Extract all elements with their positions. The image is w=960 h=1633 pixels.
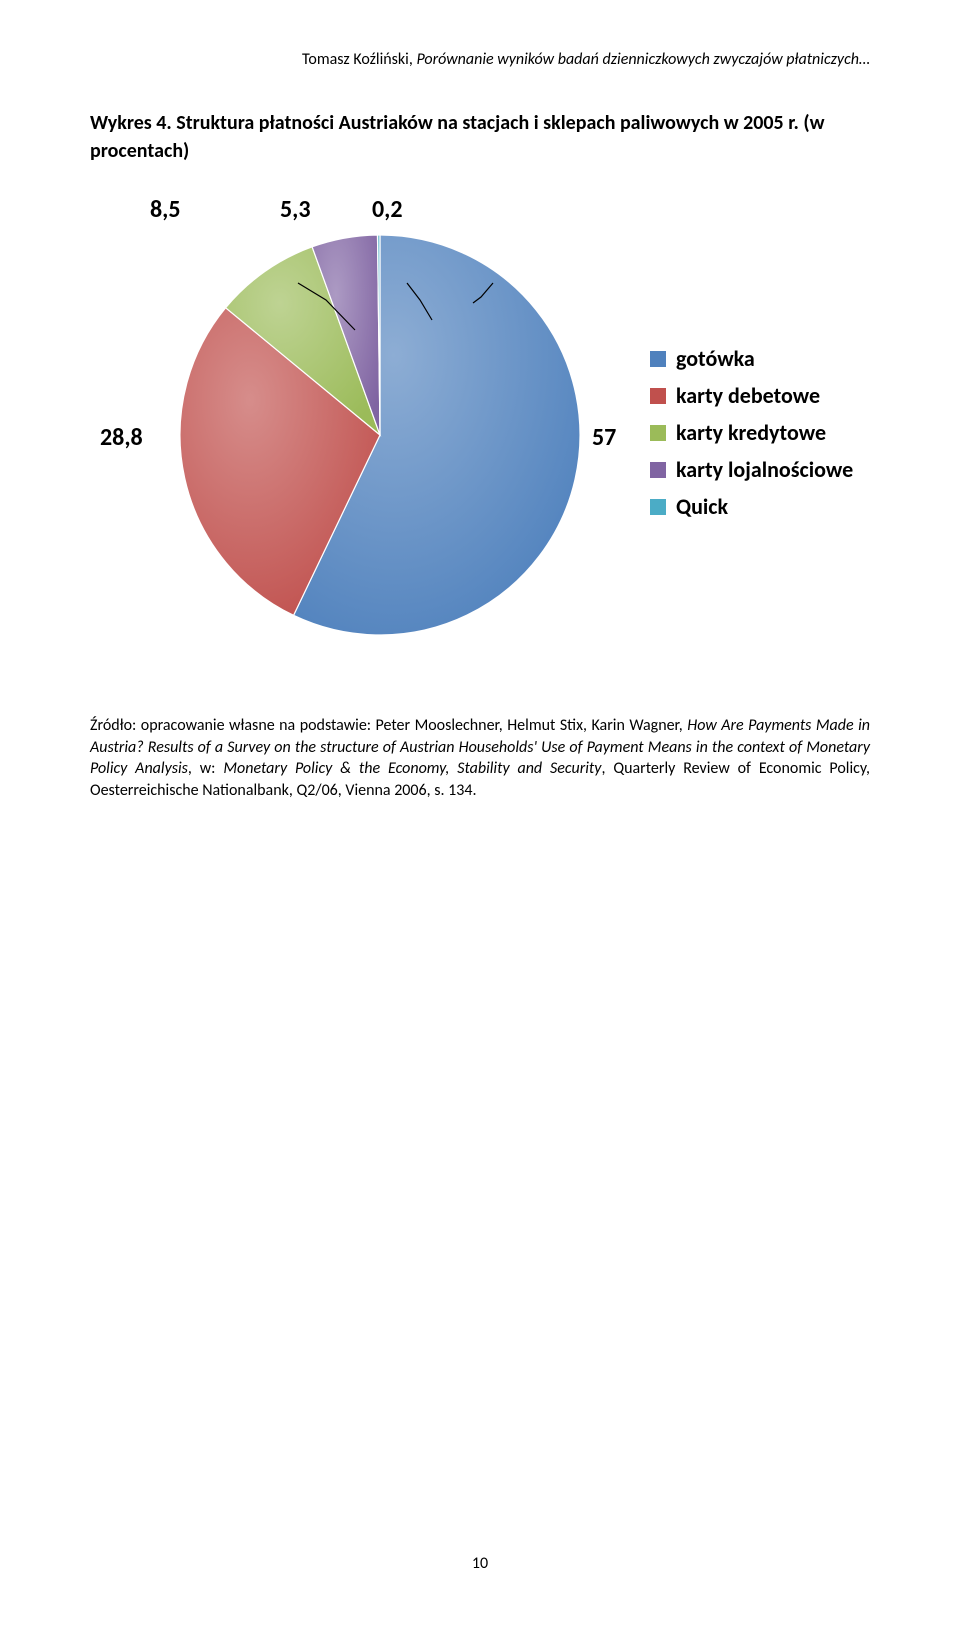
- header-title: Porównanie wyników badań dzienniczkowych…: [416, 50, 870, 69]
- legend-swatch-1: [650, 388, 666, 404]
- legend-label-4: Quick: [676, 493, 728, 520]
- data-label-2: 8,5: [150, 195, 181, 224]
- source-italic-2: Monetary Policy & the Economy, Stability…: [223, 759, 601, 778]
- page-number: 10: [0, 1554, 960, 1573]
- legend-label-1: karty debetowe: [676, 382, 820, 409]
- source-paragraph: Źródło: opracowanie własne na podstawie:…: [90, 715, 870, 801]
- legend-swatch-4: [650, 499, 666, 515]
- data-label-3: 5,3: [280, 195, 311, 224]
- legend-row-4: Quick: [650, 493, 853, 520]
- legend-row-2: karty kredytowe: [650, 419, 853, 446]
- legend-label-0: gotówka: [676, 345, 755, 372]
- legend-row-3: karty lojalnościowe: [650, 456, 853, 483]
- header-author: Tomasz Koźliński,: [302, 50, 416, 69]
- legend: gotówka karty debetowe karty kredytowe kart…: [650, 345, 853, 530]
- legend-label-3: karty lojalnościowe: [676, 456, 853, 483]
- source-mid: , w:: [188, 759, 223, 778]
- legend-swatch-2: [650, 425, 666, 441]
- data-label-4: 0,2: [372, 195, 403, 224]
- chart-caption: Wykres 4. Struktura płatności Austriaków…: [90, 109, 870, 165]
- legend-row-0: gotówka: [650, 345, 853, 372]
- running-header: Tomasz Koźliński, Porównanie wyników bad…: [90, 50, 870, 69]
- source-prefix: Źródło: opracowanie własne na podstawie:…: [90, 716, 687, 735]
- legend-swatch-3: [650, 462, 666, 478]
- pie-holder: [180, 235, 580, 635]
- legend-row-1: karty debetowe: [650, 382, 853, 409]
- data-label-1: 28,8: [100, 423, 143, 452]
- pie-chart: 57 28,8 8,5 5,3 0,2 gotówka karty debetowe kar…: [90, 175, 870, 675]
- pie-svg: [180, 235, 580, 635]
- legend-label-2: karty kredytowe: [676, 419, 826, 446]
- data-label-0: 57: [592, 423, 616, 452]
- legend-swatch-0: [650, 351, 666, 367]
